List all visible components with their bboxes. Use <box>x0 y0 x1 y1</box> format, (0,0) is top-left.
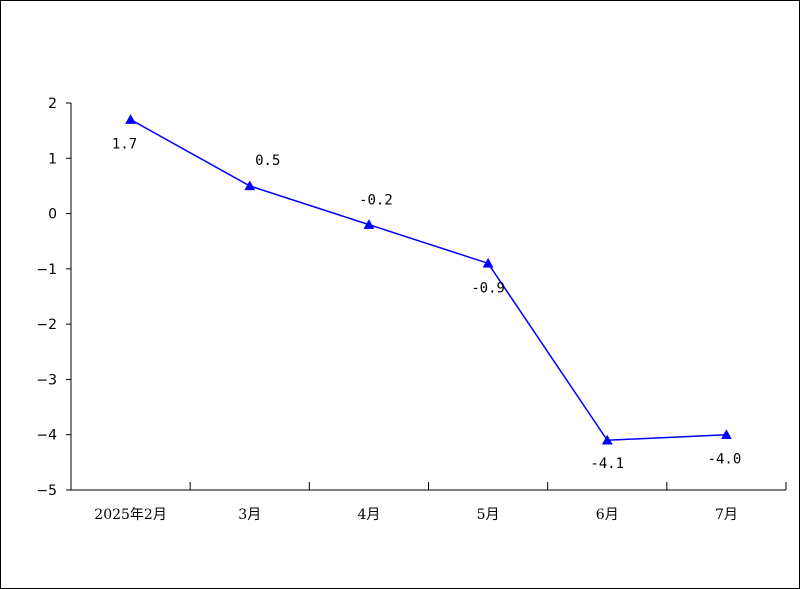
y-tick-label: 0 <box>48 207 57 223</box>
y-axis: 2 1 0 −1 −2 −3 −4 −5 <box>36 96 72 499</box>
x-tick-label: 6月 <box>596 507 619 523</box>
y-tick-label: −3 <box>36 372 57 388</box>
series-line <box>130 118 727 442</box>
y-tick-label: 1 <box>48 151 57 167</box>
y-tick-label: −1 <box>36 262 57 278</box>
data-label: 1.7 <box>112 137 137 153</box>
data-point-marker <box>482 257 494 268</box>
x-tick-label: 7月 <box>715 507 738 523</box>
data-point-marker <box>363 219 375 229</box>
data-label: -0.9 <box>471 280 505 296</box>
y-tick-label: 2 <box>48 96 57 112</box>
y-tick-label: −5 <box>36 483 57 499</box>
data-label: 0.5 <box>255 153 280 169</box>
data-point-marker <box>125 114 137 124</box>
data-point-marker <box>720 429 732 439</box>
x-axis: 2025年2月 3月 4月 5月 6月 7月 <box>70 482 787 523</box>
data-label: -0.2 <box>359 193 393 209</box>
data-label: -4.1 <box>590 456 624 472</box>
series <box>125 114 732 445</box>
data-point-marker <box>601 434 613 445</box>
x-tick-label: 2025年2月 <box>94 507 167 523</box>
y-tick-label: −2 <box>36 317 57 333</box>
x-tick-label: 3月 <box>238 507 261 523</box>
y-tick-label: −4 <box>36 428 57 444</box>
data-point-marker <box>244 180 256 191</box>
data-labels: 1.7 0.5 -0.2 -0.9 -4.1 -4.0 <box>112 137 741 473</box>
data-label: -4.0 <box>708 452 742 468</box>
x-tick-label: 5月 <box>477 507 500 523</box>
x-tick-label: 4月 <box>357 507 380 523</box>
